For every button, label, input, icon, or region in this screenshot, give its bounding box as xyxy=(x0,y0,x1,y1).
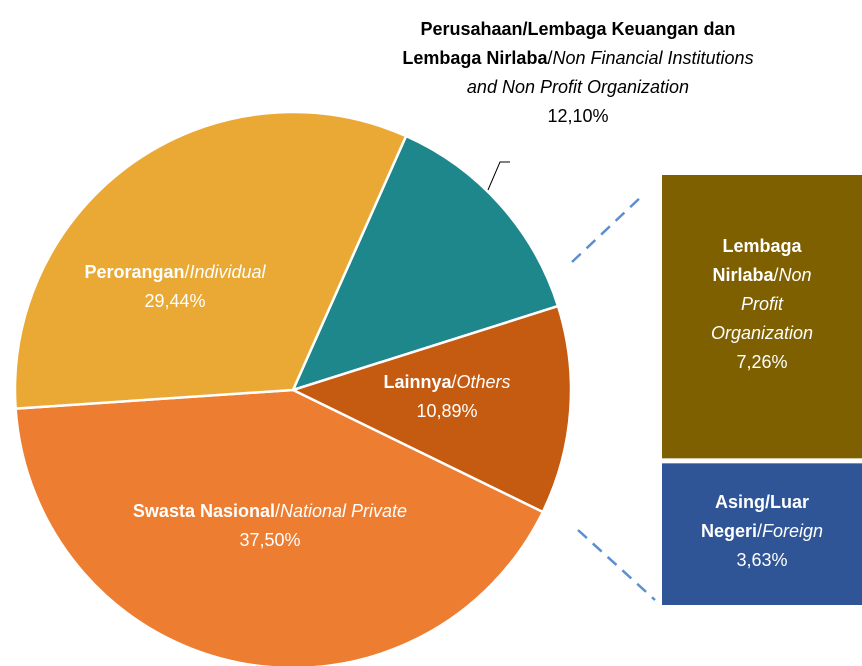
pie-slice xyxy=(13,110,408,411)
data-label: Perusahaan/Lembaga Keuangan dan Lembaga … xyxy=(388,15,768,131)
label-name: Perusahaan/Lembaga Keuangan dan Lembaga … xyxy=(402,19,754,97)
label-name: Swasta Nasional/National Private xyxy=(132,501,408,521)
label-name: Lembaga Nirlaba/Non Profit Organization xyxy=(710,236,814,343)
label-value: 7,26% xyxy=(736,352,788,372)
pie-slice xyxy=(14,388,545,666)
label-value: 12,10% xyxy=(547,106,609,126)
leader-line xyxy=(487,161,510,191)
bar-segment xyxy=(662,175,862,459)
label-value: 29,44% xyxy=(144,291,206,311)
data-label: Swasta Nasional/National Private 37,50% xyxy=(120,497,420,555)
label-value: 10,89% xyxy=(416,401,478,421)
label-name: Perorangan/Individual xyxy=(84,262,266,282)
label-name: Asing/Luar Negeri/Foreign xyxy=(700,492,824,541)
data-label: Perorangan/Individual 29,44% xyxy=(30,258,320,316)
connector-line xyxy=(577,529,656,601)
data-label: Lembaga Nirlaba/Non Profit Organization 7… xyxy=(690,232,835,377)
data-label: Lainnya/Others 10,89% xyxy=(337,368,557,426)
connector-line xyxy=(571,195,643,263)
label-value: 37,50% xyxy=(239,530,301,550)
label-name: Lainnya/Others xyxy=(383,372,511,392)
bar-segment xyxy=(662,463,862,605)
label-value: 3,63% xyxy=(736,550,788,570)
pie-slice xyxy=(289,304,573,514)
data-label: Asing/Luar Negeri/Foreign 3,63% xyxy=(675,488,850,575)
